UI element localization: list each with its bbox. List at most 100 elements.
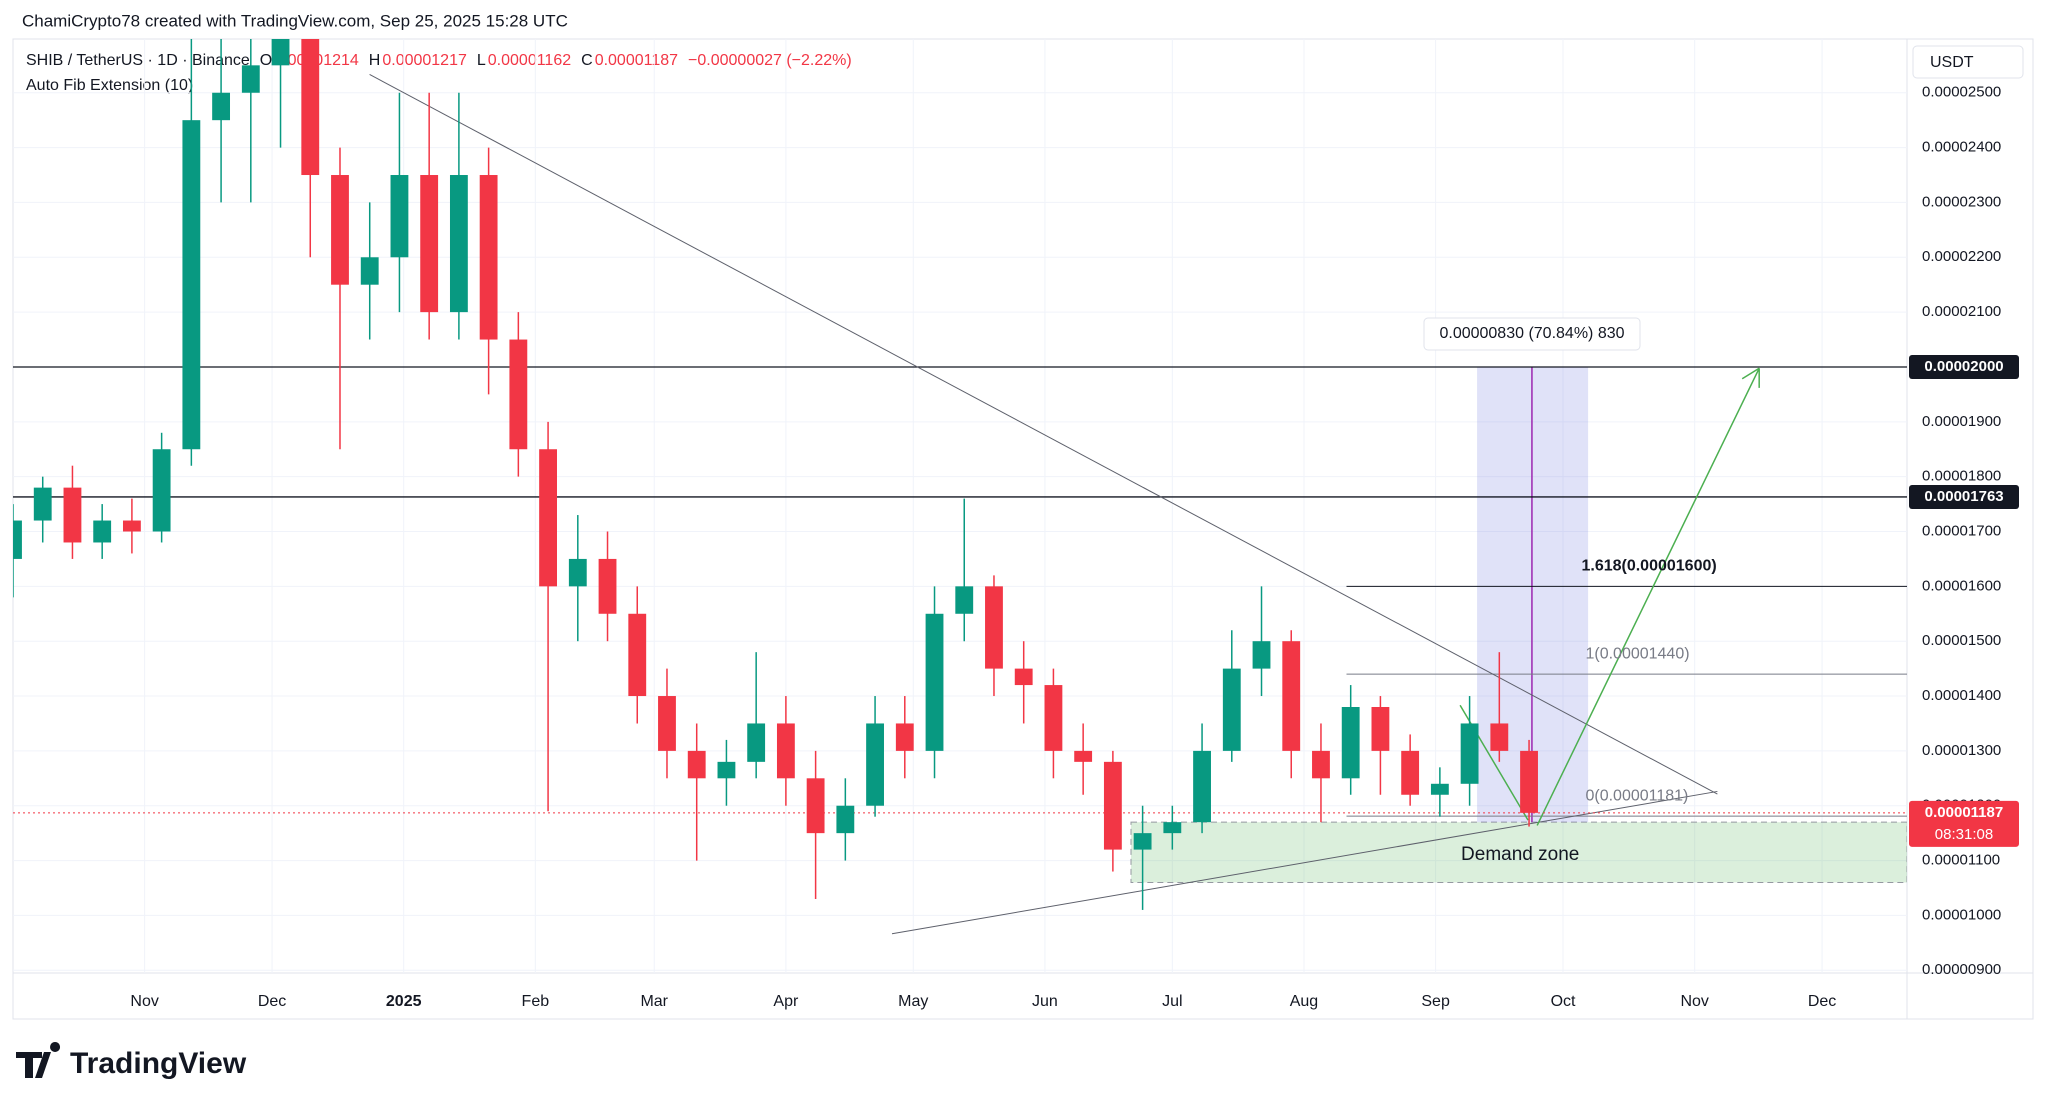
x-tick-label: Jun (1032, 993, 1058, 1010)
projection-arrow-head (1741, 367, 1760, 380)
last-price-label: 0.00001187 (1925, 804, 2003, 821)
candle-body (539, 449, 557, 587)
candle-body (1341, 707, 1360, 779)
candle-body (568, 558, 587, 587)
candle-body (509, 339, 528, 450)
candle-body (1371, 707, 1390, 751)
y-tick-label: 0.00001500 (1922, 632, 2001, 649)
change: −0.00000027 (−2.22%) (688, 52, 852, 69)
x-tick-label: Feb (522, 993, 550, 1010)
candle-body (806, 778, 825, 834)
level-tag-label: 0.00001763 (1924, 488, 2003, 505)
x-tick-label: Oct (1551, 993, 1576, 1010)
candle-body (1490, 723, 1509, 751)
x-tick-label: Dec (1808, 993, 1836, 1010)
candle-body (985, 586, 1003, 669)
candle-body (1014, 668, 1033, 686)
x-tick-label: Aug (1290, 993, 1318, 1010)
y-tick-label: 0.00000900 (1922, 961, 2001, 978)
fib-label: 1.618(0.00001600) (1581, 558, 1716, 575)
candle-body (1044, 685, 1063, 751)
candle-body (658, 696, 676, 751)
candle-body (747, 723, 766, 762)
fib-label: 1(0.00001440) (1585, 645, 1689, 662)
fib-label: 0(0.00001181) (1585, 787, 1688, 804)
candle-body (598, 558, 617, 614)
currency: USDT (1930, 54, 1974, 71)
candle-body (1282, 641, 1301, 751)
symbol-line: SHIB / TetherUS · 1D · Binance O 0.0000121… (26, 52, 852, 69)
x-tick-label: Jul (1162, 993, 1182, 1010)
y-tick-label: 0.00002200 (1922, 248, 2001, 265)
candle-body (93, 520, 112, 543)
brand-logo: TradingView (16, 1042, 247, 1080)
x-tick-label: Dec (258, 993, 286, 1010)
ohlc-key: O (260, 52, 272, 69)
currency-button[interactable] (1912, 45, 2024, 79)
candle-body (1103, 761, 1122, 850)
y-tick-label: 0.00001400 (1922, 687, 2001, 704)
y-tick-label: 0.00001700 (1922, 522, 2001, 539)
candle-body (925, 613, 944, 751)
y-tick-label: 0.00002500 (1922, 84, 2001, 101)
candle-body (331, 175, 349, 285)
last-price-tag (1909, 800, 2019, 847)
ohlc-key: H (369, 52, 381, 69)
ohlc-key: L (477, 52, 486, 69)
y-tick-label: 0.00001100 (1922, 852, 2000, 869)
y-tick-label: 0.00001900 (1922, 413, 2001, 430)
candle-body (1222, 668, 1241, 751)
candle-body (182, 120, 201, 450)
demand-zone-label: Demand zone (1461, 844, 1579, 865)
projection-arrow (1536, 367, 1760, 826)
candle-body (479, 175, 498, 340)
candle-body (212, 92, 231, 121)
indicator: Auto Fib Extension (10) (26, 77, 193, 94)
candle-body (152, 449, 171, 532)
x-tick-label: May (898, 993, 928, 1010)
candle-body (13, 520, 22, 559)
candle-body (866, 723, 884, 806)
candle-body (1074, 750, 1093, 762)
plot-area (13, 39, 1907, 973)
y-tick-label: 0.00001000 (1922, 906, 2001, 923)
y-tick-label: 0.00001800 (1922, 468, 2001, 485)
candle-body (628, 613, 647, 697)
candle-body (955, 586, 974, 614)
x-tick-label: 2025 (386, 993, 422, 1010)
measure-label: 0.00000830 (70.84%) 830 (1439, 325, 1624, 342)
candle-body (687, 750, 706, 779)
candle-body (776, 723, 795, 779)
y-tick-label: 0.00002300 (1922, 193, 2001, 210)
x-tick-label: Sep (1421, 993, 1450, 1010)
candle-body (1460, 723, 1479, 784)
candle-body (241, 65, 260, 93)
symbol: SHIB / TetherUS · 1D · Binance (26, 52, 250, 69)
brand: TradingView (70, 1047, 247, 1080)
candle-body (449, 175, 468, 313)
x-tick-label: Apr (773, 993, 799, 1010)
candle-body (360, 257, 379, 285)
candle-body (1430, 783, 1449, 795)
candle-body (122, 520, 141, 532)
candle-body (390, 175, 409, 258)
x-tick-label: Mar (640, 993, 668, 1010)
y-tick-label: 0.00002100 (1922, 303, 2001, 320)
y-tick-label: 0.00001300 (1922, 742, 2001, 759)
level-tag-label: 0.00002000 (1924, 358, 2003, 375)
trend-line (369, 74, 1718, 795)
x-tick-label: Nov (1680, 993, 1708, 1010)
candle-body (717, 761, 736, 779)
candle-body (895, 723, 914, 751)
candle-body (1312, 750, 1330, 779)
candle-body (420, 175, 439, 313)
measure-label-box (1423, 317, 1641, 351)
countdown: 08:31:08 (1935, 826, 1993, 843)
level-tag (1909, 354, 2019, 379)
y-tick-label: 0.00002400 (1922, 139, 2001, 156)
candle-body (1133, 833, 1152, 850)
level-tag (1909, 484, 2019, 509)
candle-body (271, 39, 290, 66)
candle-body (1401, 750, 1420, 795)
